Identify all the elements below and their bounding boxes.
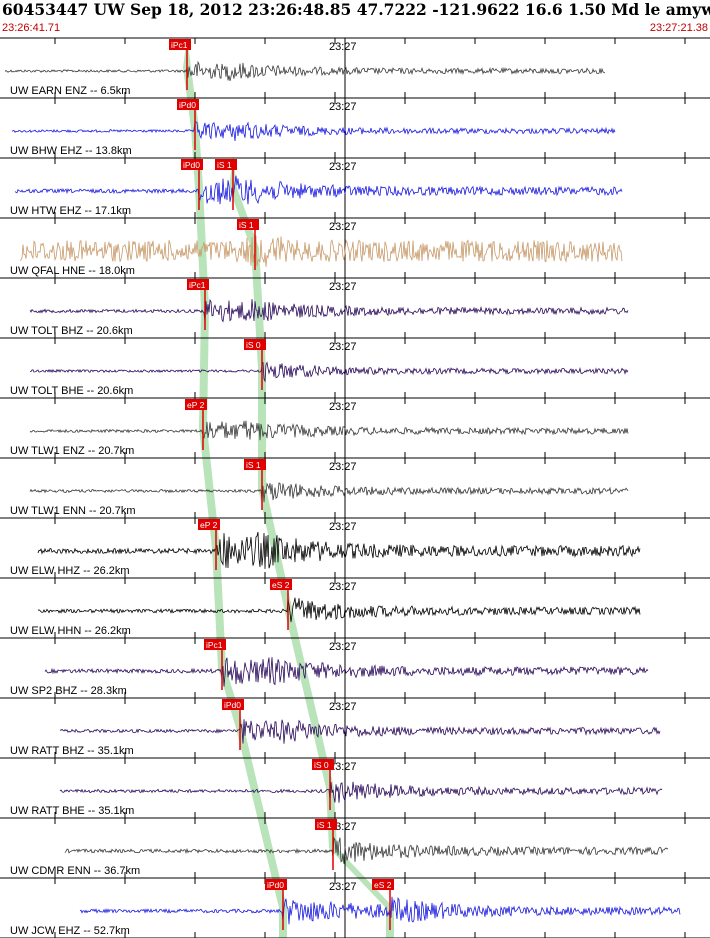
s-pick-box <box>244 459 266 470</box>
waveform-trace <box>11 119 616 142</box>
waveform-trace <box>37 531 641 570</box>
waveform-trace <box>37 597 641 623</box>
p-pick-label: iPc1 <box>171 40 188 50</box>
minute-label: 23:27 <box>329 41 357 53</box>
event-header: 60453447 UW Sep 18, 2012 23:26:48.85 47.… <box>0 0 710 36</box>
p-pick-box <box>222 699 244 710</box>
p-pick-label: iPc1 <box>189 280 206 290</box>
minute-label: 23:27 <box>329 221 357 233</box>
minute-label: 23:27 <box>329 881 357 893</box>
trace-label: UW RATT BHZ -- 35.1km <box>10 745 134 757</box>
p-window-band <box>183 36 287 938</box>
p-pick-label: eP 2 <box>187 400 205 410</box>
trace-label: UW EARN ENZ -- 6.5km <box>10 85 130 97</box>
p-pick-box <box>177 99 199 110</box>
s-pick-label: eS 2 <box>374 880 392 890</box>
minute-label: 23:27 <box>329 461 357 473</box>
s-pick-box <box>270 579 292 590</box>
s-pick-box <box>244 339 266 350</box>
trace-label: UW QFAL HNE -- 18.0km <box>10 265 135 277</box>
minute-label: 23:27 <box>329 341 357 353</box>
trace-label: UW ELW HHZ -- 26.2km <box>10 565 130 577</box>
p-pick-label: iPd0 <box>179 100 196 110</box>
waveform-trace <box>19 235 623 267</box>
trace-label: UW BHW EHZ -- 13.8km <box>10 145 132 157</box>
minute-label: 23:27 <box>329 401 357 413</box>
p-pick-label: iPd0 <box>183 160 200 170</box>
minute-label: 23:27 <box>329 581 357 593</box>
p-pick-label: iPc1 <box>206 640 223 650</box>
s-pick-box <box>312 759 334 770</box>
p-pick-box <box>198 519 220 530</box>
s-pick-label: eS 2 <box>272 580 290 590</box>
waveform-trace <box>59 719 661 744</box>
s-pick-box <box>315 819 337 830</box>
waveform-trace <box>29 361 629 383</box>
p-pick-box <box>169 39 191 50</box>
s-pick-label: iS 0 <box>246 340 261 350</box>
minute-label: 23:27 <box>329 101 357 113</box>
waveform-trace <box>79 896 681 925</box>
window-start-time: 23:26:41.71 <box>2 22 61 34</box>
waveform-trace <box>29 420 629 441</box>
minute-label: 23:27 <box>329 641 357 653</box>
trace-label: UW JCW EHZ -- 52.7km <box>10 925 130 937</box>
trace-label: UW ELW HHN -- 26.2km <box>10 625 131 637</box>
trace-label: UW HTW EHZ -- 17.1km <box>10 205 131 217</box>
minute-label: 23:27 <box>329 281 357 293</box>
trace-label: UW TLW1 ENZ -- 20.7km <box>10 445 134 457</box>
trace-label: UW TLW1 ENN -- 20.7km <box>10 505 136 517</box>
trace-label: UW TOLT BHE -- 20.6km <box>10 385 133 397</box>
waveform-trace <box>59 781 663 803</box>
p-pick-box <box>187 279 209 290</box>
s-pick-label: iS 1 <box>239 220 254 230</box>
trace-label: UW CDMR ENN -- 36.7km <box>10 865 140 877</box>
s-pick-label: iS 1 <box>317 820 332 830</box>
s-pick-label: iS 1 <box>246 460 261 470</box>
waveform-trace <box>29 298 629 323</box>
minute-label: 23:27 <box>329 701 357 713</box>
trace-label: UW SP2 BHZ -- 28.3km <box>10 685 127 697</box>
minute-label: 23:27 <box>329 161 357 173</box>
s-pick-box <box>237 219 259 230</box>
s-pick-box <box>372 879 394 890</box>
p-pick-label: iPd0 <box>224 700 241 710</box>
p-pick-box <box>204 639 226 650</box>
waveform-trace <box>44 657 649 687</box>
p-pick-box <box>185 399 207 410</box>
trace-label: UW RATT BHE -- 35.1km <box>10 805 134 817</box>
trace-label: UW TOLT BHZ -- 20.6km <box>10 325 133 337</box>
window-end-time: 23:27:21.38 <box>649 22 708 34</box>
p-pick-box <box>265 879 287 890</box>
p-pick-box <box>181 159 203 170</box>
waveform-trace <box>4 60 606 81</box>
s-pick-label: iS 1 <box>217 160 232 170</box>
waveform-trace <box>14 175 623 205</box>
p-pick-label: iPd0 <box>267 880 284 890</box>
s-pick-label: iS 0 <box>314 760 329 770</box>
event-title: 60453447 UW Sep 18, 2012 23:26:48.85 47.… <box>2 0 710 19</box>
minute-label: 23:27 <box>329 761 357 773</box>
minute-label: 23:27 <box>329 521 357 533</box>
waveform-trace <box>29 482 629 503</box>
p-pick-label: eP 2 <box>200 520 218 530</box>
s-pick-box <box>215 159 237 170</box>
waveform-trace <box>64 836 669 864</box>
